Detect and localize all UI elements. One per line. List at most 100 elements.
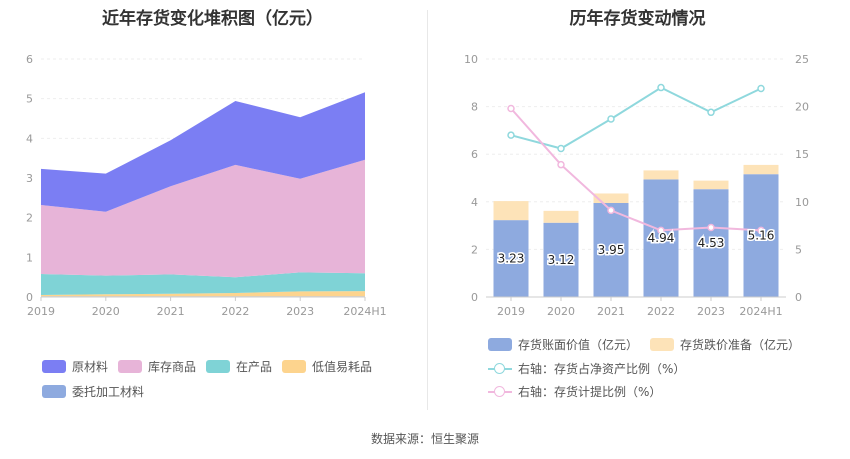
area-series-原材料 xyxy=(41,92,365,212)
legend-item-raw-materials[interactable]: 原材料 xyxy=(42,358,108,375)
legend-item-book-value[interactable]: 存货账面价值（亿元） xyxy=(488,336,638,353)
y2-tick-label: 20 xyxy=(795,101,809,114)
bar-存货账面价值（亿元） xyxy=(593,202,629,297)
legend-swatch xyxy=(650,338,674,351)
legend-line-swatch xyxy=(488,385,512,399)
bar-存货账面价值（亿元） xyxy=(643,179,679,297)
line-series-右轴：存货计提比例（%） xyxy=(510,107,762,232)
line-point xyxy=(657,83,665,92)
line-point xyxy=(757,84,765,93)
x-tick-label: 2024H1 xyxy=(739,305,782,318)
bar-line-combo-chart: 0 2 4 6 8 10 0 5 10 15 20 25 3.23 3.12 3.95 4.94 4.53 5.1… xyxy=(464,53,809,318)
area-series-库存商品 xyxy=(41,159,365,278)
legend-label: 在产品 xyxy=(236,360,273,374)
bar-存货跌价准备（亿元） xyxy=(643,170,679,180)
line-point xyxy=(607,115,615,123)
line-point xyxy=(657,226,665,235)
legend-item-consigned-processing[interactable]: 委托加工材料 xyxy=(42,383,144,400)
line-point xyxy=(557,144,565,153)
line-point xyxy=(557,160,565,169)
line-point xyxy=(757,226,765,235)
stacked-area-chart: 0 1 2 3 4 5 6 2019 2020 2021 2022 2023 2024H1 xyxy=(26,53,387,318)
right-chart-title: 历年存货变动情况 xyxy=(569,9,706,29)
legend-item-finished-goods[interactable]: 库存商品 xyxy=(118,358,196,375)
legend-line-swatch xyxy=(488,362,512,376)
bar-存货账面价值（亿元） xyxy=(543,222,579,297)
bar-存货跌价准备（亿元） xyxy=(543,210,579,223)
bar-存货跌价准备（亿元） xyxy=(743,164,779,175)
y-tick-label: 6 xyxy=(471,148,478,161)
y2-tick-label: 0 xyxy=(795,291,802,304)
bar-value-label: 3.23 xyxy=(498,252,525,266)
bar-存货跌价准备（亿元） xyxy=(693,180,729,190)
x-tick-label: 2021 xyxy=(157,305,185,318)
bar-存货跌价准备（亿元） xyxy=(593,193,629,203)
legend-item-impairment-provision[interactable]: 存货跌价准备（亿元） xyxy=(650,336,800,353)
y-tick-label: 8 xyxy=(471,101,478,114)
x-tick-label: 2023 xyxy=(286,305,314,318)
x-tick-label: 2019 xyxy=(497,305,525,318)
bar-value-label: 3.95 xyxy=(598,243,625,257)
line-point xyxy=(707,223,715,232)
legend-item-work-in-progress[interactable]: 在产品 xyxy=(206,358,272,375)
legend-label: 低值易耗品 xyxy=(312,360,373,374)
legend-item-inventory-to-net-assets[interactable]: 右轴：存货占净资产比例（%） xyxy=(488,360,685,377)
y-tick-label: 4 xyxy=(26,132,33,145)
y-tick-label: 6 xyxy=(26,53,33,66)
line-point xyxy=(707,108,715,117)
y2-tick-label: 5 xyxy=(795,243,802,256)
y-tick-label: 0 xyxy=(471,291,478,304)
legend-label: 委托加工材料 xyxy=(72,385,145,399)
y-tick-label: 2 xyxy=(26,212,33,225)
y2-tick-label: 10 xyxy=(795,196,809,209)
x-tick-label: 2022 xyxy=(221,305,249,318)
y-tick-label: 2 xyxy=(471,243,478,256)
bar-存货账面价值（亿元） xyxy=(493,220,529,297)
y-tick-label: 5 xyxy=(26,93,33,106)
y-tick-label: 0 xyxy=(26,291,33,304)
area-series-在产品 xyxy=(41,272,365,295)
y-tick-label: 10 xyxy=(464,53,478,66)
x-tick-label: 2023 xyxy=(697,305,725,318)
x-tick-label: 2020 xyxy=(547,305,575,318)
x-tick-label: 2022 xyxy=(647,305,675,318)
legend-swatch xyxy=(42,385,66,398)
y2-tick-label: 15 xyxy=(795,148,809,161)
legend-label: 存货账面价值（亿元） xyxy=(518,338,639,352)
panel-divider xyxy=(427,10,428,410)
legend-swatch xyxy=(206,360,230,373)
left-chart-title: 近年存货变化堆积图（亿元） xyxy=(102,9,323,29)
right-chart-panel: 历年存货变动情况 0 2 4 6 8 10 0 5 10 15 20 25 3.23 3.12 3.95 4.… xyxy=(425,0,850,410)
y-tick-label: 3 xyxy=(26,172,33,185)
bar-value-label: 5.16 xyxy=(748,229,775,243)
left-chart-panel: 近年存货变化堆积图（亿元） 0 1 2 3 4 5 6 2019 2020 2021 2022 202… xyxy=(0,0,425,410)
bar-value-label: 4.94 xyxy=(648,231,675,245)
line-point xyxy=(507,104,515,113)
bar-value-label: 3.12 xyxy=(548,253,575,267)
bar-存货跌价准备（亿元） xyxy=(493,201,529,221)
legend-swatch xyxy=(42,360,66,373)
legend-item-low-value-consumables[interactable]: 低值易耗品 xyxy=(282,358,372,375)
data-source-note: 数据来源：恒生聚源 xyxy=(370,432,479,446)
bar-存货账面价值（亿元） xyxy=(743,174,779,297)
legend-item-provision-ratio[interactable]: 右轴：存货计提比例（%） xyxy=(488,383,661,400)
legend-swatch xyxy=(118,360,142,373)
legend-label: 存货跌价准备（亿元） xyxy=(680,338,801,352)
line-series-右轴：存货占净资产比例（%） xyxy=(510,86,762,150)
legend-label: 原材料 xyxy=(72,360,109,374)
legend-label: 右轴：存货计提比例（%） xyxy=(518,385,662,399)
legend-swatch xyxy=(282,360,306,373)
y2-tick-label: 25 xyxy=(795,53,809,66)
legend-label: 库存商品 xyxy=(148,360,197,374)
y-tick-label: 1 xyxy=(26,251,33,264)
line-point xyxy=(507,131,515,139)
bar-存货账面价值（亿元） xyxy=(693,189,729,297)
line-point xyxy=(607,206,615,215)
x-tick-label: 2021 xyxy=(597,305,625,318)
x-tick-label: 2020 xyxy=(92,305,120,318)
bar-value-label: 4.53 xyxy=(698,236,725,250)
y-tick-label: 4 xyxy=(471,196,478,209)
x-tick-label: 2019 xyxy=(27,305,55,318)
area-series-低值易耗品 xyxy=(41,291,365,297)
legend-label: 右轴：存货占净资产比例（%） xyxy=(518,362,686,376)
